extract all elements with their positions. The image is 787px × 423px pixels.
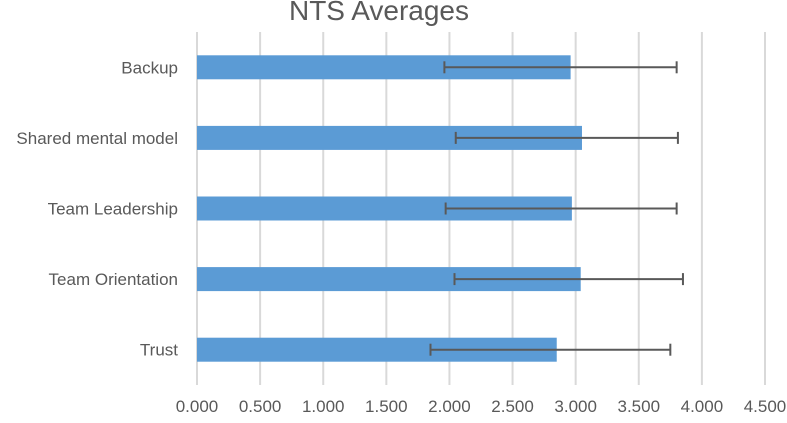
- bar: [197, 125, 582, 150]
- category-label: Team Orientation: [49, 270, 178, 289]
- category-label: Shared mental model: [16, 129, 178, 148]
- x-tick-label: 0.000: [176, 397, 219, 416]
- error-bar: [443, 61, 678, 74]
- error-bar: [429, 343, 672, 356]
- category-label: Trust: [140, 341, 178, 360]
- x-tick-label: 1.500: [365, 397, 408, 416]
- x-tick-label: 4.500: [744, 397, 787, 416]
- x-tick-label: 3.500: [618, 397, 661, 416]
- category-label: Team Leadership: [48, 200, 178, 219]
- error-bars: [429, 61, 684, 356]
- category-labels: Backup Shared mental model Team Leadership…: [16, 58, 178, 359]
- error-bar: [453, 273, 684, 286]
- x-tick-label: 1.000: [302, 397, 345, 416]
- x-tick-label: 3.000: [554, 397, 597, 416]
- chart-title: NTS Averages: [289, 0, 469, 26]
- x-axis-tick-labels: 0.000 0.500 1.000 1.500 2.000 2.500 3.000 3.500…: [176, 397, 787, 416]
- x-tick-label: 2.000: [428, 397, 471, 416]
- error-bar: [454, 131, 679, 144]
- x-tick-label: 0.500: [239, 397, 282, 416]
- error-bar: [444, 202, 678, 215]
- x-tick-label: 2.500: [491, 397, 534, 416]
- x-tick-label: 4.000: [681, 397, 724, 416]
- category-label: Backup: [121, 58, 178, 77]
